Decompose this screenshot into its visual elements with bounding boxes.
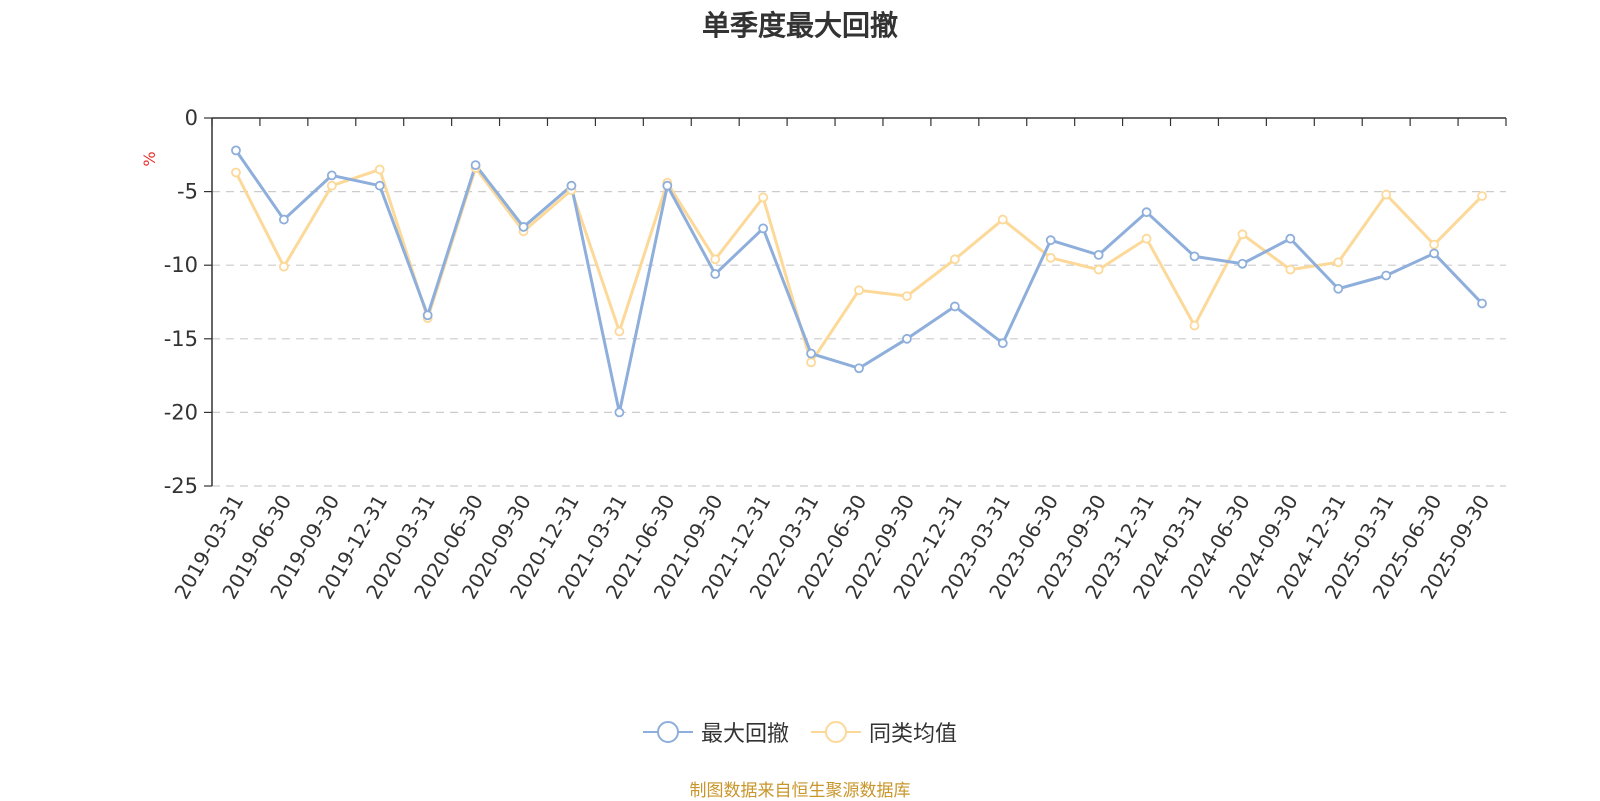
legend: 最大回撤 同类均值: [0, 716, 1600, 748]
data-point-series-1: [518, 222, 529, 232]
data-point-series-2: [710, 254, 721, 265]
grid-lines: [212, 191, 1506, 487]
data-point-series-1: [758, 223, 769, 234]
data-point-series-1: [231, 145, 241, 156]
data-point-series-1: [1093, 249, 1104, 260]
data-point-series-1: [614, 407, 625, 418]
data-point-series-2: [1429, 239, 1440, 250]
data-point-series-1: [806, 348, 816, 359]
data-point-series-2: [1045, 252, 1056, 263]
y-tick-label: -10: [164, 253, 198, 277]
data-point-series-1: [997, 338, 1008, 349]
data-point-series-1: [566, 180, 577, 191]
data-point-series-1: [949, 301, 960, 312]
data-point-series-1: [710, 269, 721, 279]
legend-item-series1[interactable]: 最大回撤: [642, 716, 789, 748]
y-axis-unit-label: %: [140, 151, 159, 166]
data-point-series-2: [1093, 264, 1104, 275]
data-point-series-2: [1237, 229, 1248, 240]
data-point-series-1: [1045, 235, 1056, 246]
data-point-series-1: [1333, 283, 1344, 294]
data-point-series-2: [758, 192, 769, 203]
data-point-series-2: [614, 326, 625, 337]
data-point-series-1: [422, 310, 433, 321]
y-tick-label: -5: [177, 180, 198, 204]
data-point-series-2: [1141, 233, 1152, 244]
legend-line-circle-icon: [811, 721, 861, 743]
data-point-series-1: [374, 180, 385, 191]
data-point-series-1: [326, 170, 337, 181]
data-point-series-2: [1477, 191, 1487, 201]
data-point-series-1: [1141, 207, 1152, 218]
data-point-series-1: [470, 160, 481, 171]
y-tick-label: -20: [164, 400, 198, 424]
data-point-series-2: [278, 261, 289, 272]
data-point-series-2: [1381, 189, 1392, 200]
data-point-series-2: [854, 285, 864, 296]
data-point-series-1: [854, 363, 864, 374]
y-tick-label: -15: [164, 327, 198, 351]
y-tick-label: -25: [164, 474, 198, 498]
data-point-series-2: [806, 357, 816, 368]
data-point-series-1: [902, 333, 912, 344]
data-point-series-1: [278, 214, 289, 225]
data-point-series-2: [326, 180, 337, 191]
data-point-series-2: [1333, 257, 1344, 268]
data-point-series-1: [662, 180, 673, 191]
data-point-series-1: [1189, 251, 1200, 262]
legend-label-series1: 最大回撤: [700, 722, 789, 747]
legend-line-circle-icon: [642, 721, 693, 743]
data-point-series-2: [1189, 320, 1200, 331]
data-point-series-2: [1285, 264, 1296, 275]
data-point-series-1: [1429, 248, 1440, 259]
data-point-series-2: [231, 167, 241, 178]
data-point-series-1: [1381, 270, 1392, 281]
source-note: 制图数据来自恒生聚源数据库: [689, 781, 911, 801]
data-point-series-1: [1237, 258, 1248, 269]
chart-title: 单季度最大回撤: [701, 9, 898, 42]
legend-item-series2[interactable]: 同类均值: [811, 716, 957, 748]
data-points: [231, 145, 1487, 418]
data-point-series-2: [374, 164, 385, 175]
legend-label-series2: 同类均值: [869, 722, 958, 747]
data-point-series-1: [1477, 298, 1487, 309]
data-point-series-1: [1285, 233, 1296, 244]
data-point-series-2: [949, 254, 960, 265]
data-point-series-2: [997, 214, 1008, 225]
data-point-series-2: [902, 291, 912, 302]
y-tick-label: 0: [185, 106, 198, 130]
